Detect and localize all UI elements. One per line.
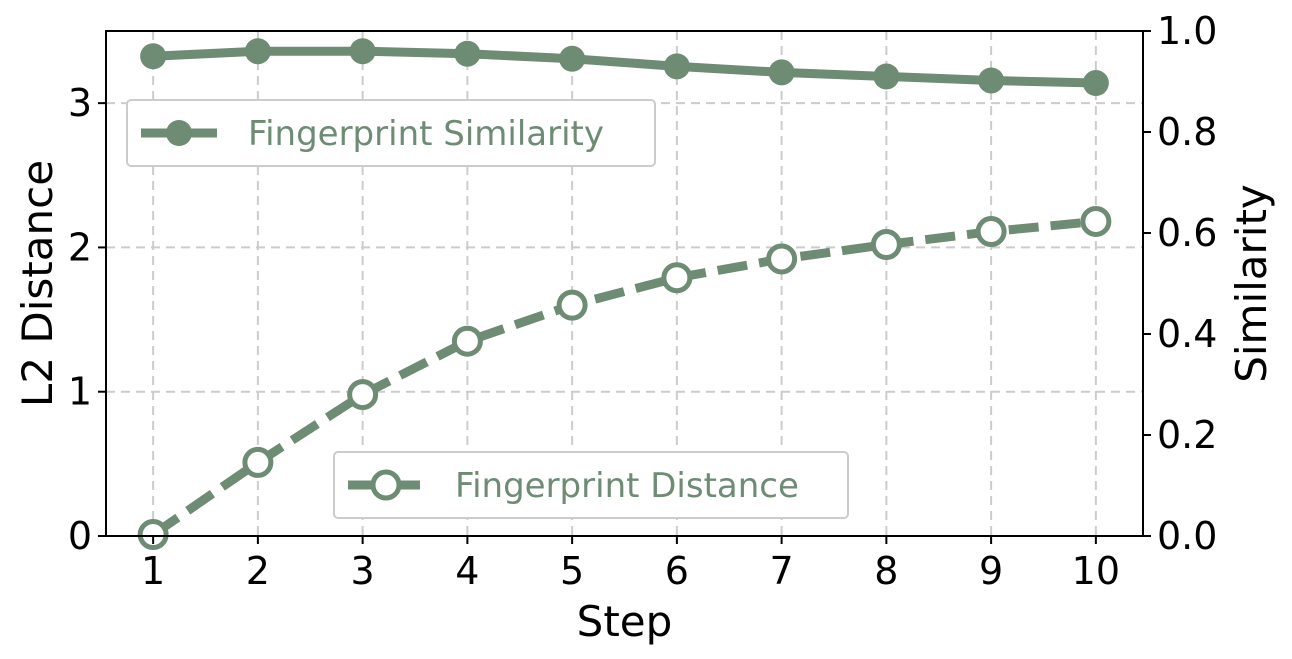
fingerprint-distance-point: [661, 262, 693, 294]
x-axis-title: Step: [577, 597, 673, 646]
x-tick-label: 9: [979, 549, 1003, 593]
fingerprint-similarity-point: [454, 40, 481, 67]
fingerprint-distance-point: [556, 289, 588, 321]
axis-ticks: 1 2 3 4 5 6 7 8 9 10 0 1 2 3 0.0 0.2 0.4 0.6 0.8 1.0: [68, 9, 1218, 593]
right-y-tick-label: 0.6: [1157, 211, 1217, 255]
fingerprint-distance-point: [766, 243, 798, 275]
x-tick-label: 7: [770, 549, 794, 593]
left-y-tick-label: 3: [68, 81, 92, 125]
legend-distance-marker: [370, 469, 402, 501]
fingerprint-distance-point: [975, 216, 1007, 248]
legend-similarity-marker: [166, 120, 192, 146]
right-y-axis-title: Similarity: [1227, 184, 1276, 383]
fingerprint-similarity-point: [559, 45, 586, 72]
x-tick-label: 10: [1072, 549, 1120, 593]
x-tick-label: 3: [351, 549, 375, 593]
left-y-axis-title: L2 Distance: [13, 160, 62, 407]
fingerprint-distance-point: [451, 325, 483, 357]
legend-similarity-box: [126, 99, 656, 167]
legend-distance: Fingerprint Distance: [333, 451, 849, 519]
legend-similarity: Fingerprint Similarity: [126, 99, 656, 167]
legend-distance-box: [333, 451, 849, 519]
right-y-tick-label: 0.0: [1157, 514, 1217, 558]
x-tick-label: 4: [455, 549, 479, 593]
fingerprint-distance-point: [870, 229, 902, 261]
fingerprint-similarity-point: [978, 67, 1005, 94]
fingerprint-similarity-point: [349, 38, 376, 65]
x-tick-label: 8: [874, 549, 898, 593]
fingerprint-similarity-point: [1082, 70, 1109, 97]
right-y-tick-label: 0.2: [1157, 413, 1217, 457]
legend-similarity-label: Fingerprint Similarity: [248, 114, 604, 154]
x-tick-label: 1: [141, 549, 165, 593]
fingerprint-distance-point: [1080, 205, 1112, 237]
x-tick-label: 2: [246, 549, 270, 593]
right-y-tick-label: 0.4: [1157, 312, 1217, 356]
fingerprint-similarity-line: [152, 46, 1096, 88]
right-y-tick-label: 1.0: [1157, 9, 1217, 53]
fingerprint-similarity-point: [768, 59, 795, 86]
fingerprint-distance-point: [137, 519, 169, 551]
fingerprint-similarity-point: [244, 38, 271, 65]
fingerprint-similarity-point: [140, 43, 167, 70]
right-y-tick-label: 0.8: [1157, 110, 1217, 154]
legend-distance-label: Fingerprint Distance: [455, 466, 799, 506]
fingerprint-distance-point: [242, 446, 274, 478]
plot-frame: [105, 30, 1144, 537]
left-y-tick-label: 2: [68, 225, 92, 269]
series-layer: [137, 38, 1112, 551]
x-tick-label: 5: [560, 549, 584, 593]
left-y-tick-label: 1: [68, 370, 92, 414]
left-y-tick-label: 0: [68, 514, 92, 558]
x-tick-label: 6: [665, 549, 689, 593]
fingerprint-distance-line: [150, 216, 1097, 539]
fingerprint-distance-point: [347, 379, 379, 411]
fingerprint-similarity-point: [663, 53, 690, 80]
fingerprint-similarity-point: [873, 63, 900, 90]
